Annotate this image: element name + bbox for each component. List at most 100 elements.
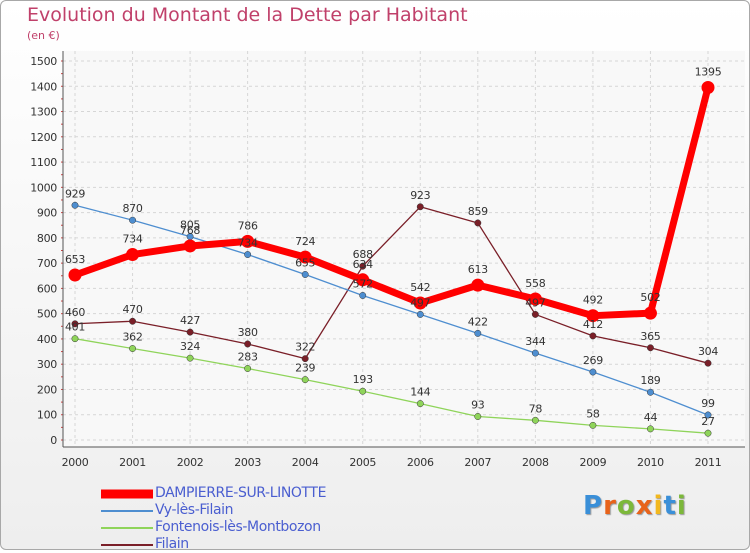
- data-label: 497: [525, 296, 545, 309]
- data-label: 78: [529, 402, 543, 415]
- data-label: 734: [238, 237, 258, 250]
- data-label: 655: [295, 257, 315, 270]
- data-label: 401: [65, 321, 85, 334]
- data-label: 497: [410, 296, 430, 309]
- data-label: 304: [698, 345, 718, 358]
- y-tick-label: 800: [37, 232, 57, 245]
- data-label: 189: [640, 374, 660, 387]
- y-tick-label: 0: [50, 434, 57, 447]
- data-point: [643, 306, 657, 320]
- logo-letter: t: [663, 491, 677, 521]
- data-label: 460: [65, 306, 85, 319]
- data-label: 422: [468, 315, 488, 328]
- y-tick-label: 100: [37, 409, 57, 422]
- data-point: [474, 219, 482, 227]
- data-point: [298, 250, 312, 264]
- data-point: [356, 273, 370, 287]
- data-point: [241, 234, 255, 248]
- data-point: [244, 365, 252, 372]
- y-tick-label: 300: [37, 358, 57, 371]
- data-label: 870: [122, 202, 142, 215]
- y-tick-label: 1500: [30, 55, 57, 68]
- logo-letter: i: [653, 491, 664, 521]
- data-point: [359, 387, 367, 395]
- data-point: [531, 310, 539, 318]
- data-point: [416, 400, 424, 408]
- data-label: 492: [583, 294, 603, 307]
- data-point: [647, 388, 654, 396]
- series-line: [71, 84, 712, 320]
- data-label: 929: [65, 187, 85, 200]
- y-tick-label: 500: [37, 308, 57, 321]
- data-label: 344: [525, 335, 545, 348]
- data-label: 93: [471, 399, 485, 412]
- data-point: [244, 251, 252, 258]
- data-point: [474, 329, 482, 337]
- y-tick-label: 1200: [30, 131, 57, 144]
- y-tick-label: 1400: [30, 80, 57, 93]
- data-point: [416, 310, 424, 318]
- data-label: 768: [180, 224, 200, 237]
- x-tick-label: 2010: [637, 456, 664, 469]
- data-label: 470: [122, 303, 142, 316]
- x-tick-label: 2002: [177, 456, 204, 469]
- y-tick-label: 400: [37, 333, 57, 346]
- y-tick-label: 600: [37, 282, 57, 295]
- data-point: [589, 368, 597, 376]
- series-line: [74, 204, 709, 416]
- data-point: [413, 296, 427, 310]
- legend-swatch: [101, 489, 153, 498]
- data-label: 322: [295, 341, 315, 354]
- data-point: [186, 354, 194, 362]
- x-tick-label: 2004: [292, 456, 319, 469]
- x-tick-label: 2006: [407, 456, 434, 469]
- data-label: 688: [353, 248, 373, 261]
- series-line: [74, 338, 709, 434]
- y-tick-label: 200: [37, 383, 57, 396]
- data-point: [301, 271, 309, 278]
- series-line: [74, 206, 709, 364]
- data-point: [244, 340, 252, 348]
- data-point: [129, 317, 136, 325]
- data-label: 144: [410, 386, 430, 399]
- data-label: 613: [468, 263, 488, 276]
- data-point: [471, 278, 485, 292]
- proxiti-logo: Proxiti: [583, 491, 687, 521]
- data-label: 380: [238, 326, 258, 339]
- x-tick-label: 2000: [62, 456, 89, 469]
- data-label: 324: [180, 340, 200, 353]
- data-label: 634: [353, 258, 373, 271]
- data-point: [71, 320, 79, 328]
- data-label: 786: [238, 219, 258, 232]
- data-label: 27: [701, 415, 715, 428]
- data-point: [186, 328, 194, 336]
- legend-label: Filain: [155, 536, 189, 552]
- data-label: 558: [525, 277, 545, 290]
- data-point: [647, 425, 654, 433]
- data-point: [474, 413, 482, 420]
- logo-letter: r: [603, 491, 617, 521]
- data-point: [359, 262, 367, 270]
- data-label: 58: [586, 407, 600, 420]
- data-label: 572: [353, 277, 373, 290]
- y-tick-label: 900: [37, 207, 57, 220]
- series-dampierre-sur-linotte: [68, 81, 715, 323]
- data-point: [359, 292, 367, 299]
- data-label: 269: [583, 354, 603, 367]
- data-point: [71, 201, 79, 209]
- data-label: 44: [644, 411, 658, 424]
- data-point: [701, 81, 715, 95]
- data-point: [301, 355, 309, 363]
- series-filain: [71, 203, 712, 367]
- chart-title: Evolution du Montant de la Dette par Hab…: [27, 4, 468, 26]
- data-point: [301, 376, 309, 384]
- legend-label: DAMPIERRE-SUR-LINOTTE: [155, 485, 327, 501]
- logo-letter: P: [583, 491, 604, 521]
- x-tick-label: 2005: [349, 456, 376, 469]
- data-label: 239: [295, 362, 315, 375]
- data-point: [586, 309, 600, 323]
- data-point: [126, 248, 140, 262]
- data-label: 724: [295, 235, 315, 248]
- data-label: 193: [353, 373, 373, 386]
